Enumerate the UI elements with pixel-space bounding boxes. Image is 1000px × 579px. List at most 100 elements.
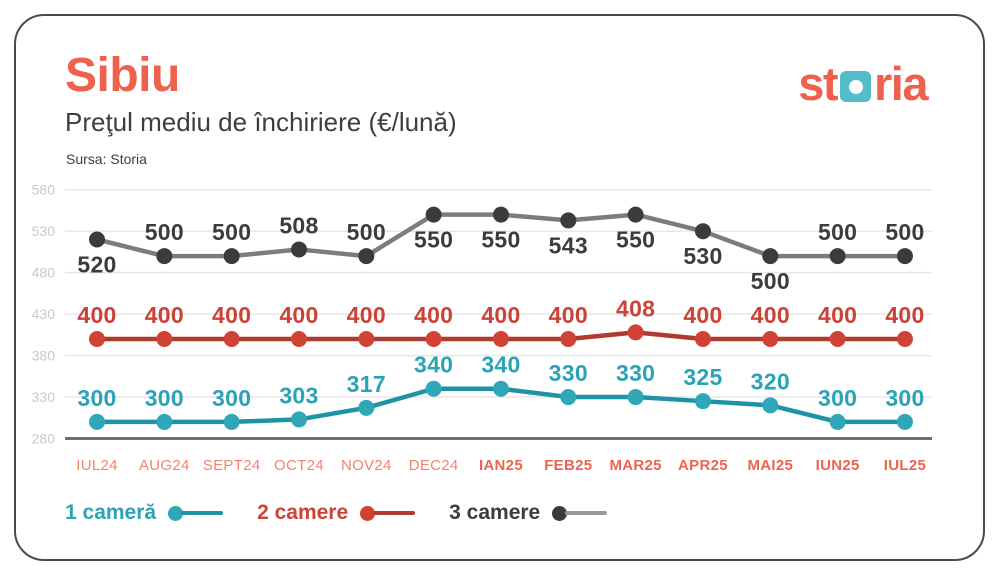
- legend-marker-3-camere: [552, 505, 608, 521]
- data-point-3-camere: [896, 248, 913, 265]
- legend-line-icon: [565, 510, 608, 516]
- y-axis-label: 380: [32, 348, 56, 364]
- x-axis-label: SEPT24: [203, 457, 261, 474]
- data-point-1-camera: [829, 413, 846, 430]
- x-axis-label: MAI25: [747, 457, 793, 474]
- data-point-label-1-camera: 340: [481, 352, 520, 378]
- data-point-label-3-camere: 550: [481, 227, 520, 253]
- data-point-label-2-camere: 400: [414, 302, 453, 328]
- data-point-label-1-camera: 340: [414, 352, 453, 378]
- logo-o-square: [840, 71, 871, 102]
- data-point-label-1-camera: 300: [77, 385, 116, 411]
- legend-dot-icon: [552, 505, 568, 521]
- data-point-label-1-camera: 317: [347, 371, 386, 397]
- x-axis-label: FEB25: [544, 457, 592, 474]
- y-axis-label: 330: [32, 389, 56, 405]
- logo-text-st: st: [798, 57, 838, 110]
- data-point-2-camere: [223, 330, 240, 347]
- price-chart: 280 330 380 430 480 530 580 IUL24 AUG24 SEPT24 OCT…: [32, 182, 932, 474]
- data-point-label-2-camere: 400: [77, 302, 116, 328]
- data-point-label-1-camera: 320: [751, 368, 790, 394]
- legend-item-2-camere: 2 camere: [257, 501, 416, 525]
- chart-area: 280 330 380 430 480 530 580 IUL24 AUG24 SEPT24 OCT…: [0, 175, 1000, 475]
- data-point-label-2-camere: 400: [818, 302, 857, 328]
- data-point-2-camere: [829, 330, 846, 347]
- data-point-1-camera: [896, 413, 913, 430]
- data-point-label-3-camere: 500: [347, 219, 386, 245]
- data-point-2-camere: [156, 330, 173, 347]
- legend-item-3-camere: 3 camere: [449, 501, 608, 525]
- x-axis-label: APR25: [678, 457, 728, 474]
- data-point-1-camera: [560, 389, 577, 406]
- x-axis-label: IUN25: [816, 457, 860, 474]
- data-point-label-2-camere: 400: [549, 302, 588, 328]
- data-point-label-2-camere: 400: [145, 302, 184, 328]
- legend-line-icon: [373, 510, 416, 516]
- data-point-label-3-camere: 550: [616, 227, 655, 253]
- data-point-label-2-camere: 400: [683, 302, 722, 328]
- x-axis-label: AUG24: [139, 457, 190, 474]
- data-point-label-1-camera: 300: [818, 385, 857, 411]
- data-point-1-camera: [89, 413, 105, 430]
- data-point-label-1-camera: 303: [279, 382, 318, 408]
- data-point-2-camere: [627, 324, 644, 341]
- x-axis-label: IAN25: [479, 457, 523, 474]
- x-axis-label: OCT24: [274, 457, 324, 474]
- data-point-label-3-camere: 530: [683, 243, 722, 269]
- data-point-label-2-camere: 408: [616, 295, 655, 321]
- legend-item-1-camera: 1 cameră: [65, 501, 224, 525]
- data-point-1-camera: [223, 413, 240, 430]
- card: [14, 14, 985, 561]
- data-point-1-camera: [694, 393, 711, 410]
- x-axis-label: IUL25: [884, 457, 926, 474]
- data-point-2-camere: [358, 330, 375, 347]
- data-point-1-camera: [627, 389, 644, 406]
- legend-dot-icon: [168, 505, 184, 521]
- legend-label-1-camera: 1 cameră: [65, 501, 157, 524]
- x-axis-label: DEC24: [409, 457, 459, 474]
- data-point-3-camere: [492, 206, 509, 223]
- data-point-3-camere: [762, 248, 779, 265]
- data-point-label-3-camere: 500: [751, 268, 790, 294]
- page-subtitle: Preţul mediu de închiriere (€/lună): [65, 107, 457, 137]
- data-point-3-camere: [425, 206, 442, 223]
- data-point-label-3-camere: 500: [145, 219, 184, 245]
- data-point-3-camere: [829, 248, 846, 265]
- data-point-2-camere: [762, 330, 779, 347]
- data-point-label-3-camere: 508: [279, 212, 318, 238]
- data-point-label-1-camera: 300: [212, 385, 251, 411]
- logo-text-ria: ria: [874, 57, 929, 110]
- data-point-label-3-camere: 500: [818, 219, 857, 245]
- data-point-label-3-camere: 520: [77, 251, 116, 277]
- data-point-label-3-camere: 500: [212, 219, 251, 245]
- legend-line-icon: [181, 510, 224, 516]
- data-point-label-2-camere: 400: [279, 302, 318, 328]
- data-point-label-3-camere: 543: [549, 232, 588, 258]
- page-title: Sibiu: [65, 49, 180, 102]
- data-point-1-camera: [492, 380, 509, 397]
- data-point-label-1-camera: 325: [683, 364, 722, 390]
- chart-legend: 1 cameră 2 camere 3 camere: [65, 498, 608, 528]
- legend-marker-1-camera: [168, 505, 224, 521]
- data-point-label-2-camere: 400: [212, 302, 251, 328]
- data-point-label-3-camere: 500: [885, 219, 924, 245]
- y-axis-label: 580: [32, 182, 56, 198]
- data-point-3-camere: [358, 248, 375, 265]
- legend-marker-2-camere: [360, 505, 416, 521]
- y-axis-label: 280: [32, 431, 56, 447]
- y-axis-label: 430: [32, 306, 56, 322]
- data-point-3-camere: [156, 248, 173, 265]
- y-axis-label: 530: [32, 223, 56, 239]
- data-point-3-camere: [223, 248, 240, 265]
- data-point-label-1-camera: 330: [616, 360, 655, 386]
- x-axis-label: NOV24: [341, 457, 392, 474]
- storia-logo: st ria: [798, 56, 929, 111]
- legend-label-2-camere: 2 camere: [257, 501, 349, 524]
- data-point-2-camere: [694, 330, 711, 347]
- x-axis-label: MAR25: [609, 457, 661, 474]
- data-point-label-1-camera: 300: [885, 385, 924, 411]
- data-point-label-2-camere: 400: [347, 302, 386, 328]
- data-point-3-camere: [560, 212, 577, 229]
- legend-label-3-camere: 3 camere: [449, 501, 541, 524]
